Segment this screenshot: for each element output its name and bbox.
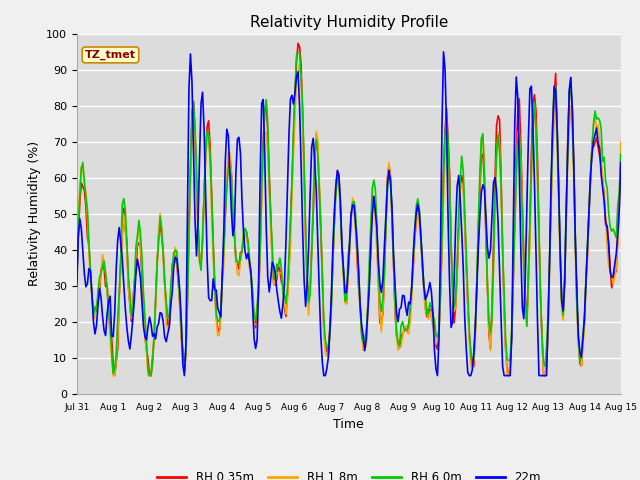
22m [440,49,447,55]
RH 1.8m [617,139,625,145]
Line: RH 0.35m: RH 0.35m [77,43,621,375]
Line: 22m: 22m [77,52,621,375]
RH 1.8m [141,333,149,339]
RH 0.35m [111,372,118,378]
RH 6.0m [589,120,597,126]
RH 1.8m [73,273,81,278]
RH 0.35m [294,40,302,46]
22m [264,274,271,280]
RH 0.35m [237,249,244,255]
RH 6.0m [73,278,81,284]
RH 0.35m [141,334,149,339]
Legend: RH 0.35m, RH 1.8m, RH 6.0m, 22m: RH 0.35m, RH 1.8m, RH 6.0m, 22m [152,466,546,480]
Y-axis label: Relativity Humidity (%): Relativity Humidity (%) [28,141,40,286]
RH 6.0m [617,151,625,157]
RH 6.0m [255,283,262,288]
RH 0.35m [255,291,262,297]
RH 6.0m [314,152,321,158]
X-axis label: Time: Time [333,418,364,431]
RH 6.0m [146,372,154,378]
RH 0.35m [73,274,81,279]
Text: TZ_tmet: TZ_tmet [85,50,136,60]
Line: RH 6.0m: RH 6.0m [77,52,621,375]
22m [589,138,597,144]
RH 1.8m [296,62,303,68]
Title: Relativity Humidity Profile: Relativity Humidity Profile [250,15,448,30]
RH 0.35m [589,144,597,150]
RH 0.35m [617,161,625,167]
RH 6.0m [140,291,147,297]
RH 1.8m [237,258,244,264]
22m [73,283,81,289]
RH 1.8m [109,372,117,378]
RH 0.35m [264,128,271,134]
22m [617,160,625,166]
RH 1.8m [264,152,271,157]
RH 1.8m [255,289,262,295]
RH 1.8m [589,123,597,129]
22m [180,372,188,378]
RH 6.0m [296,49,303,55]
RH 1.8m [314,137,321,143]
RH 0.35m [314,143,321,148]
RH 6.0m [237,256,244,262]
22m [140,324,147,329]
22m [312,187,320,193]
RH 6.0m [264,120,271,126]
22m [237,150,244,156]
22m [255,277,262,283]
Line: RH 1.8m: RH 1.8m [77,65,621,375]
